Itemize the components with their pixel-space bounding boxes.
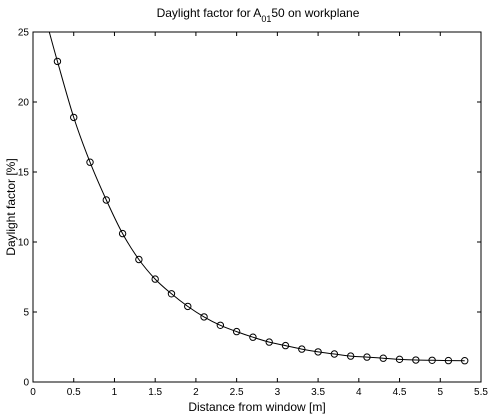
data-point [395,355,404,364]
chart-title: Daylight factor for A0150 on workplane [157,6,360,24]
data-point [184,302,192,311]
data-point [232,327,241,336]
x-tick-label: 1.5 [148,387,162,398]
data-point [412,356,420,364]
y-tick-label: 0 [23,378,29,389]
x-tick-label: 2.5 [230,387,244,398]
x-axis-label: Distance from window [m] [188,400,325,414]
data-point [200,313,208,321]
data-point [86,158,94,166]
data-point [298,345,306,353]
chart-title-prefix: Daylight factor for A [157,6,262,20]
series-line [48,31,465,362]
x-tick-label: 5.5 [474,387,488,398]
data-point [346,352,355,360]
x-tick-label: 2 [193,387,199,398]
y-tick-label: 10 [18,238,30,249]
x-tick-label: 3.5 [311,387,325,398]
data-point [461,357,469,365]
data-point [53,57,62,66]
data-point [167,290,176,298]
y-tick-label: 20 [18,98,30,109]
x-tick-label: 4 [356,387,362,398]
y-axis-label: Daylight factor [%] [4,158,18,255]
x-tick-label: 1 [112,387,118,398]
y-tick-label: 25 [18,28,30,39]
data-point [102,196,111,204]
data-point [363,353,371,361]
y-tick-label: 15 [18,168,30,179]
data-point [70,113,78,122]
x-tick-label: 5 [437,387,443,398]
data-point [444,356,453,365]
data-point [428,356,436,364]
plot-area-frame [32,31,482,383]
data-point [249,333,257,341]
y-tick-label: 5 [23,308,29,319]
x-tick-label: 4.5 [393,387,407,398]
data-point [118,229,127,238]
data-point [216,321,225,329]
data-point [151,275,159,283]
data-point [135,255,143,264]
data-point [314,348,322,356]
chart-title-subscript: 01 [261,14,271,24]
data-point [379,354,387,362]
x-tick-label: 3 [275,387,281,398]
y-axis: 0 5 10 15 20 25 [18,28,481,389]
data-point [281,341,290,350]
x-tick-label: 0 [30,387,36,398]
data-point [330,350,339,358]
x-tick-label: 0.5 [67,387,81,398]
chart-title-suffix: 50 on workplane [271,6,359,20]
series-line-group [48,31,465,362]
series-markers [53,57,469,365]
x-axis: 0 0.5 1 1.5 2 2.5 3 3.5 4 4.5 5 5.5 [30,32,488,398]
data-point [265,338,273,346]
